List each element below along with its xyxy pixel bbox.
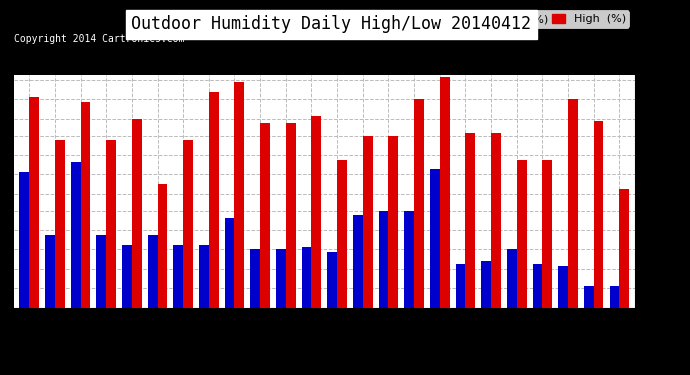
Bar [122, 244, 132, 322]
Bar [45, 235, 55, 322]
Bar [286, 123, 295, 322]
Bar [584, 286, 593, 322]
Text: Copyright 2014 Cartronics.com: Copyright 2014 Cartronics.com [14, 34, 184, 44]
Bar [533, 264, 542, 322]
Bar [19, 172, 29, 322]
Bar [388, 135, 398, 322]
Bar [337, 160, 347, 322]
Bar [517, 160, 526, 322]
Bar [157, 184, 167, 322]
Bar [276, 249, 286, 322]
Bar [260, 123, 270, 322]
Bar [455, 264, 466, 322]
Bar [311, 116, 322, 322]
Bar [430, 170, 440, 322]
Bar [55, 140, 65, 322]
Bar [173, 244, 183, 322]
Bar [593, 121, 604, 322]
Bar [558, 266, 568, 322]
Bar [440, 77, 449, 322]
Bar [235, 82, 244, 322]
Bar [353, 216, 363, 322]
Bar [568, 99, 578, 322]
Bar [106, 140, 116, 322]
Bar [466, 133, 475, 322]
Bar [327, 252, 337, 322]
Bar [507, 249, 517, 322]
Bar [250, 249, 260, 322]
Bar [29, 97, 39, 322]
Bar [148, 235, 157, 322]
Bar [542, 160, 552, 322]
Bar [199, 244, 209, 322]
Bar [209, 92, 219, 322]
Bar [482, 261, 491, 322]
Bar [491, 133, 501, 322]
Bar [97, 235, 106, 322]
Bar [132, 118, 141, 322]
Bar [81, 102, 90, 322]
Bar [302, 247, 311, 322]
Bar [225, 218, 235, 322]
Bar [620, 189, 629, 322]
Bar [414, 99, 424, 322]
Legend: Low  (%), High  (%): Low (%), High (%) [475, 10, 629, 28]
Bar [610, 286, 620, 322]
Text: Outdoor Humidity Daily High/Low 20140412: Outdoor Humidity Daily High/Low 20140412 [131, 15, 531, 33]
Bar [379, 211, 388, 322]
Bar [71, 162, 81, 322]
Bar [183, 140, 193, 322]
Bar [363, 135, 373, 322]
Bar [404, 211, 414, 322]
